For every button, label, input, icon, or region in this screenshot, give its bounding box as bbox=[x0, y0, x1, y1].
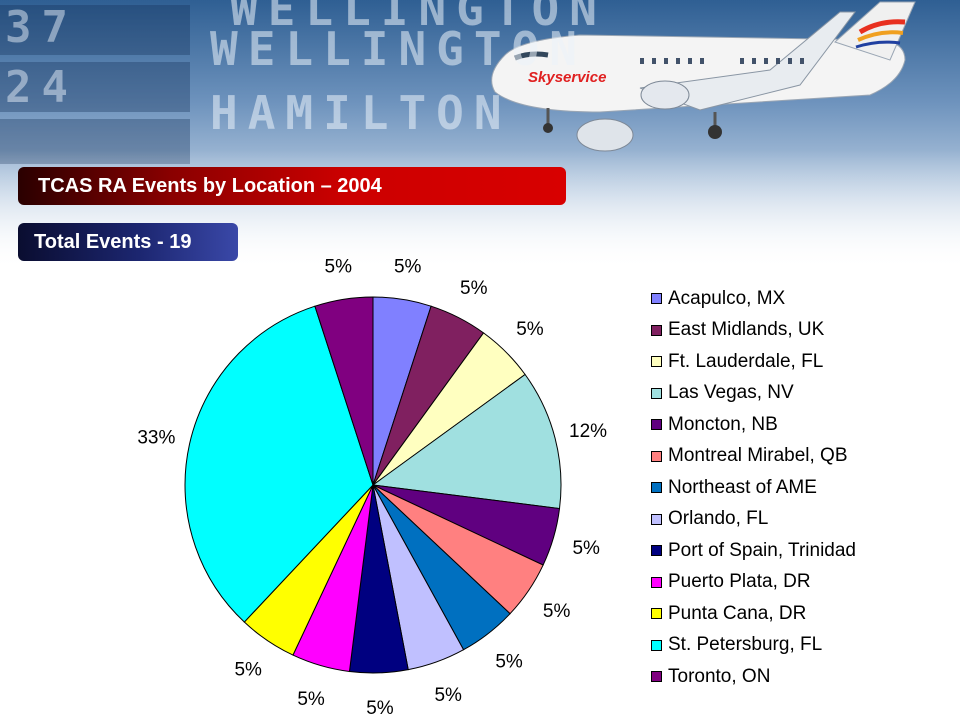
slice-percent-label: 33% bbox=[137, 428, 175, 449]
legend-swatch bbox=[651, 545, 662, 557]
slice-percent-label: 5% bbox=[297, 689, 325, 710]
pie-slice bbox=[184, 305, 374, 623]
legend-label: Ft. Lauderdale, FL bbox=[668, 350, 824, 372]
legend-label: St. Petersburg, FL bbox=[668, 634, 823, 656]
legend-label: Toronto, ON bbox=[668, 665, 771, 687]
pie-slice bbox=[371, 373, 562, 510]
legend-item: Ft. Lauderdale, FL bbox=[651, 346, 856, 378]
airplane-image: Skyservice bbox=[491, 1, 916, 152]
legend-label: Port of Spain, Trinidad bbox=[668, 539, 856, 561]
pie-slice bbox=[314, 296, 374, 486]
board-number: 24 bbox=[5, 62, 78, 113]
legend-item: Orlando, FL bbox=[651, 504, 856, 536]
legend-swatch bbox=[651, 293, 662, 305]
total-events-badge: Total Events - 19 bbox=[18, 223, 238, 261]
legend-item: Puerto Plata, DR bbox=[651, 567, 856, 599]
page-title: TCAS RA Events by Location – 2004 bbox=[18, 167, 566, 205]
slice-percent-label: 5% bbox=[460, 278, 488, 299]
slice-percent-label: 5% bbox=[325, 257, 353, 278]
slice-percent-label: 5% bbox=[543, 601, 571, 622]
slice-percent-label: 5% bbox=[394, 257, 422, 278]
legend-swatch bbox=[651, 419, 662, 431]
legend-item: Punta Cana, DR bbox=[651, 598, 856, 630]
slice-percent-label: 5% bbox=[234, 660, 262, 681]
legend-label: Montreal Mirabel, QB bbox=[668, 445, 848, 467]
legend-item: Acapulco, MX bbox=[651, 283, 856, 315]
legend-swatch bbox=[651, 513, 662, 525]
slice-percent-label: 5% bbox=[495, 651, 523, 672]
legend-swatch bbox=[651, 608, 662, 620]
legend-item: Las Vegas, NV bbox=[651, 378, 856, 410]
legend-item: Toronto, ON bbox=[651, 661, 856, 693]
banner-graphics: Skyservice bbox=[0, 1, 916, 164]
slice-percent-label: 5% bbox=[434, 685, 462, 706]
board-word: WELLINGTON bbox=[230, 0, 607, 36]
legend-label: Punta Cana, DR bbox=[668, 602, 807, 624]
board-word: WELLINGTON bbox=[210, 22, 587, 76]
legend-label: Orlando, FL bbox=[668, 508, 769, 530]
slice-percent-label: 5% bbox=[516, 319, 544, 340]
header-banner: Skyservice WELLINGTON WELLINGTON HAMILTO… bbox=[0, 0, 960, 270]
slice-percent-label: 5% bbox=[366, 698, 394, 719]
legend-swatch bbox=[651, 671, 662, 683]
airline-logo: Skyservice bbox=[528, 69, 606, 86]
legend-item: Moncton, NB bbox=[651, 409, 856, 441]
legend-swatch bbox=[651, 576, 662, 588]
legend-swatch bbox=[651, 482, 662, 494]
legend-swatch bbox=[651, 324, 662, 336]
legend-item: Northeast of AME bbox=[651, 472, 856, 504]
slice-percent-label: 5% bbox=[572, 538, 600, 559]
legend-label: Northeast of AME bbox=[668, 476, 817, 498]
board-number: 37 bbox=[5, 2, 78, 53]
legend-item: East Midlands, UK bbox=[651, 315, 856, 347]
board-word: HAMILTON bbox=[210, 86, 512, 140]
legend-swatch bbox=[651, 387, 662, 399]
legend-swatch bbox=[651, 639, 662, 651]
chart-legend: Acapulco, MX East Midlands, UK Ft. Lauderd… bbox=[651, 283, 856, 693]
legend-item: St. Petersburg, FL bbox=[651, 630, 856, 662]
legend-item: Montreal Mirabel, QB bbox=[651, 441, 856, 473]
legend-label: East Midlands, UK bbox=[668, 319, 825, 341]
legend-item: Port of Spain, Trinidad bbox=[651, 535, 856, 567]
legend-label: Puerto Plata, DR bbox=[668, 571, 811, 593]
legend-label: Las Vegas, NV bbox=[668, 382, 794, 404]
legend-swatch bbox=[651, 450, 662, 462]
legend-label: Moncton, NB bbox=[668, 413, 778, 435]
legend-swatch bbox=[651, 356, 662, 368]
legend-label: Acapulco, MX bbox=[668, 287, 786, 309]
slice-percent-label: 12% bbox=[569, 421, 607, 442]
